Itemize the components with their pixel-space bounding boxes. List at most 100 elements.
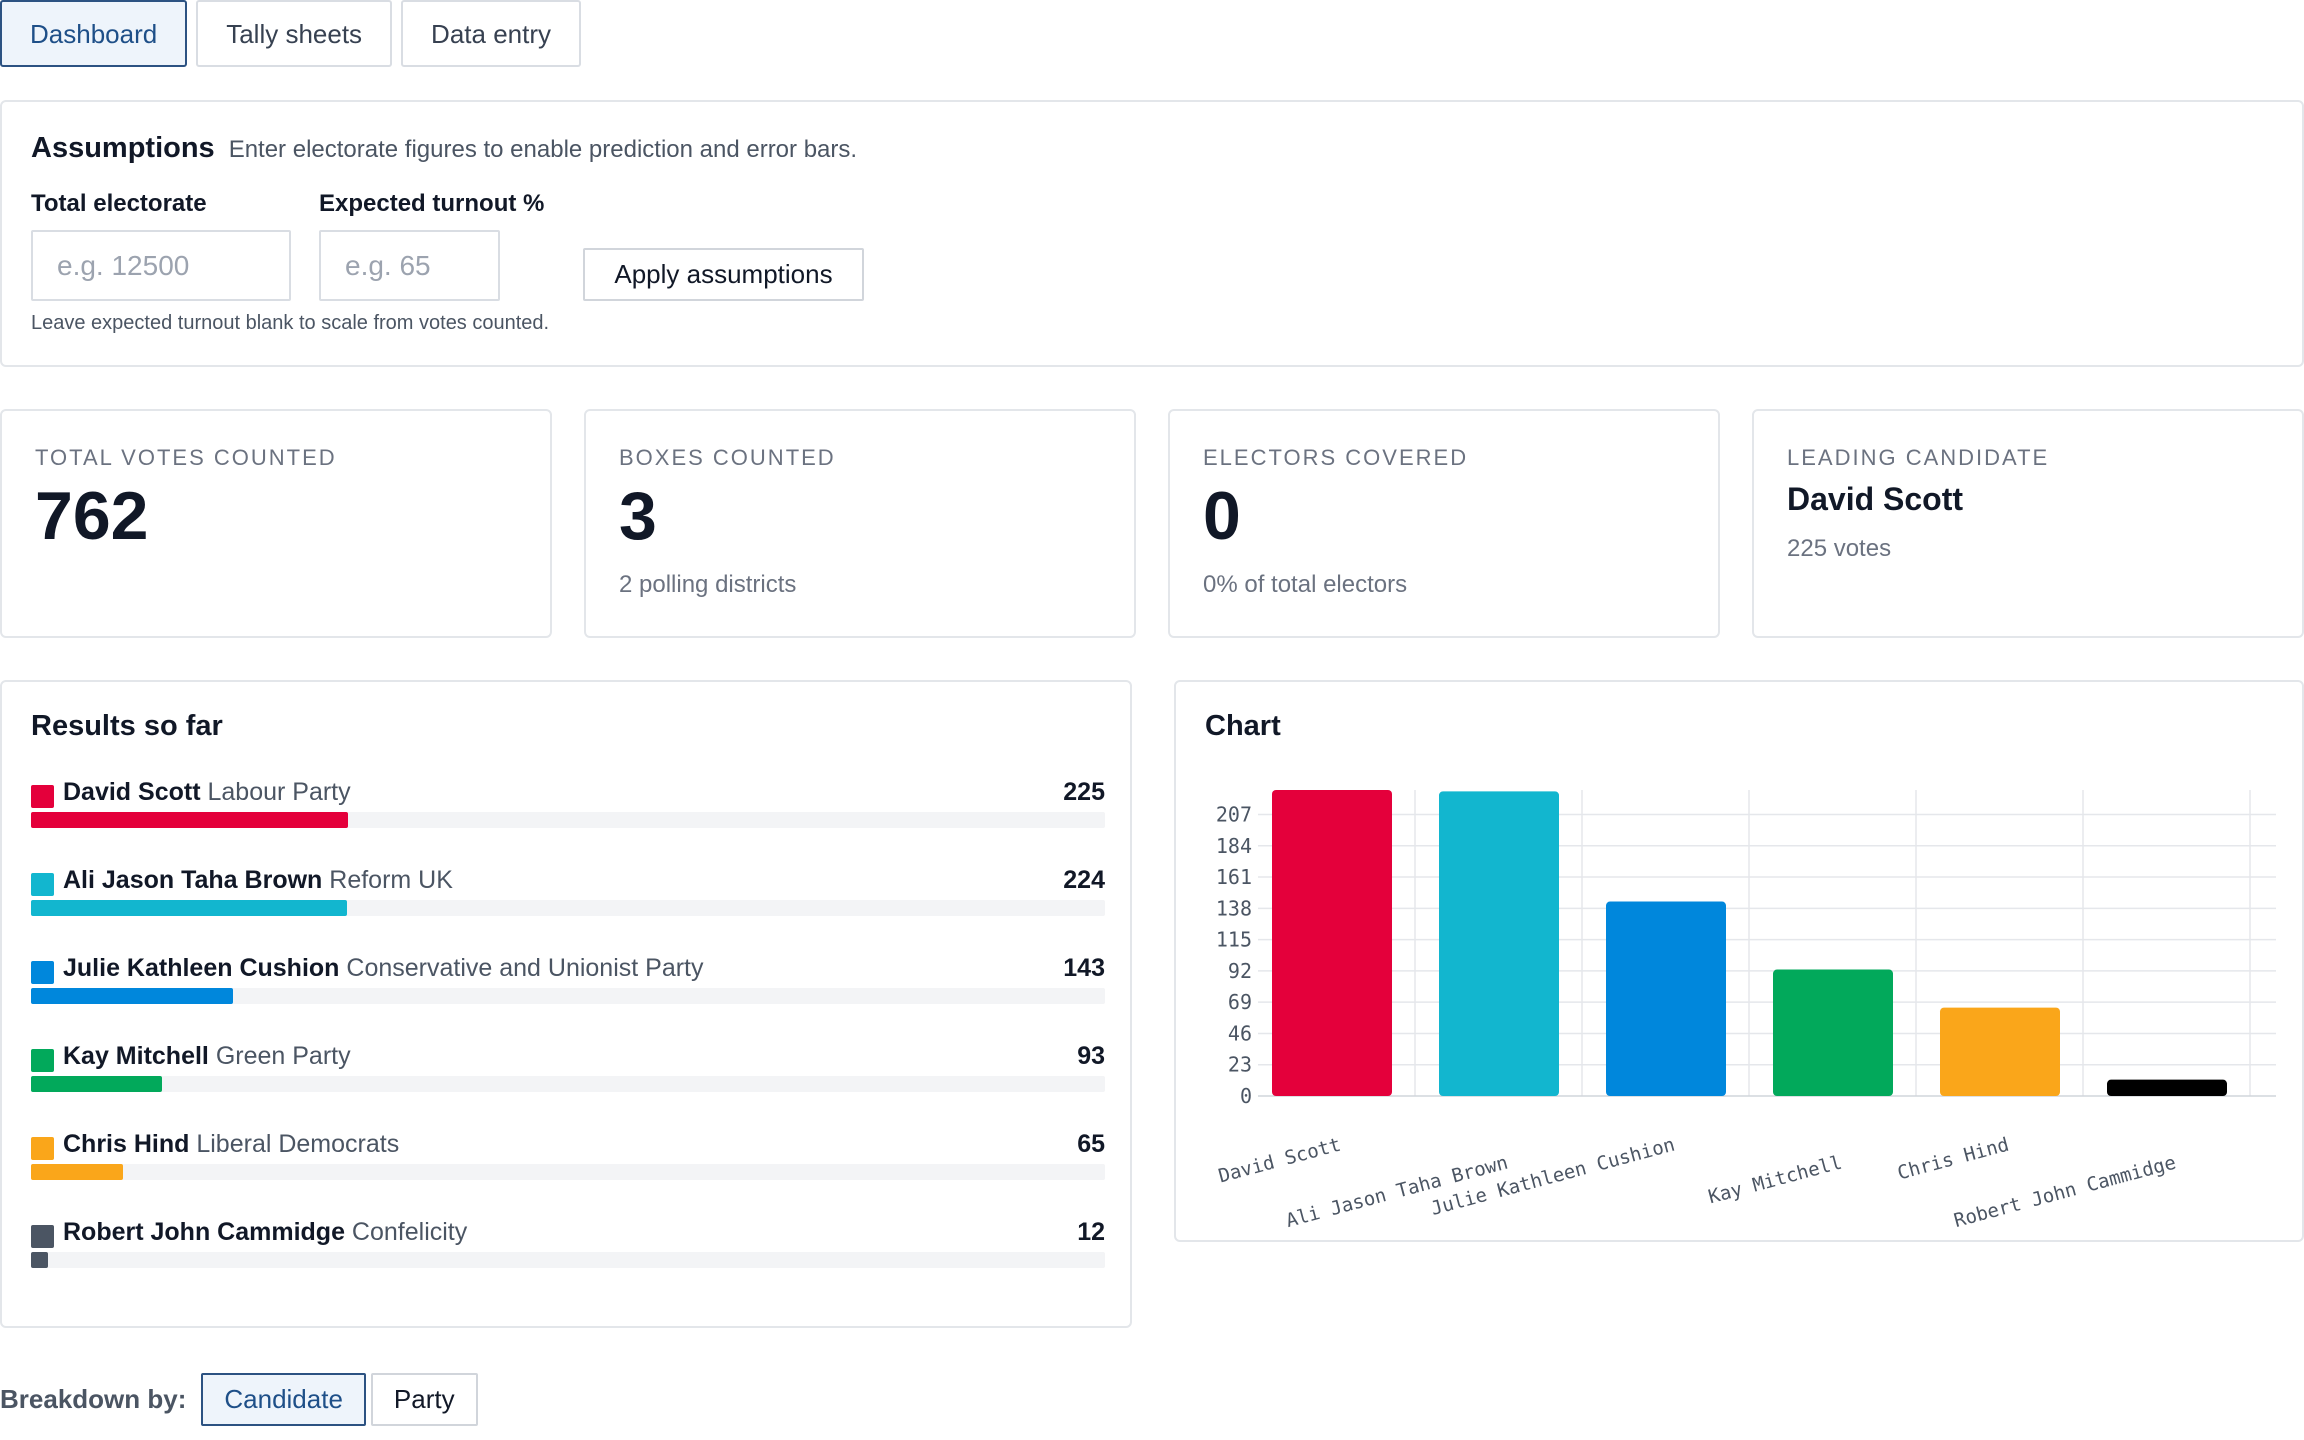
breakdown-toggle: Breakdown by: Candidate Party [0, 1373, 478, 1426]
candidate-name: Robert John Cammidge Confelicity [63, 1218, 468, 1246]
vote-share-bar [31, 900, 347, 916]
vote-share-track [31, 900, 1105, 916]
y-tick-label: 207 [1216, 802, 1252, 826]
result-row: Robert John Cammidge Confelicity 12 [31, 1218, 1105, 1278]
stat-value: 762 [35, 478, 149, 554]
party-name: Reform UK [322, 866, 453, 894]
apply-assumptions-button[interactable]: Apply assumptions [583, 248, 864, 301]
results-title: Results so far [31, 710, 223, 742]
vote-share-bar [31, 1252, 48, 1268]
stat-label: Boxes counted [619, 445, 836, 470]
electorate-label: Total electorate [31, 190, 207, 217]
electorate-input[interactable] [31, 230, 291, 301]
stat-label: Electors covered [1203, 445, 1469, 470]
candidate-votes: 65 [1077, 1130, 1105, 1158]
turnout-input[interactable] [319, 230, 500, 301]
vote-share-track [31, 1164, 1105, 1180]
bar-4 [1773, 969, 1893, 1096]
y-tick-label: 46 [1228, 1021, 1252, 1045]
assumptions-title: Assumptions [31, 132, 215, 164]
stat-label: Total votes counted [35, 445, 337, 470]
x-tick-label: Robert John Cammidge [1952, 1152, 2179, 1232]
y-tick-label: 23 [1228, 1053, 1252, 1077]
assumptions-panel: Assumptions Enter electorate figures to … [0, 100, 2304, 367]
stat-card-boxes: Boxes counted 3 2 polling districts [584, 409, 1136, 638]
candidate-votes: 93 [1077, 1042, 1105, 1070]
breakdown-label: Breakdown by: [0, 1384, 187, 1414]
party-color-swatch [31, 1225, 54, 1248]
stat-subtext: 2 polling districts [619, 571, 797, 598]
result-row: Ali Jason Taha Brown Reform UK 224 [31, 866, 1105, 926]
chart-panel: Chart 0 23 46 69 92 115 138 161 184 207 David Scot… [1174, 680, 2304, 1242]
candidate-name: Chris Hind Liberal Democrats [63, 1130, 400, 1158]
stat-subtext: 0% of total electors [1203, 571, 1408, 598]
party-name: Labour Party [200, 778, 351, 806]
y-tick-label: 0 [1240, 1084, 1252, 1108]
candidate-name: David Scott Labour Party [63, 778, 351, 806]
breakdown-candidate-button[interactable]: Candidate [201, 1373, 366, 1426]
result-row: Chris Hind Liberal Democrats 65 [31, 1130, 1105, 1190]
x-tick-label: Kay Mitchell [1706, 1152, 1844, 1209]
y-tick-label: 138 [1216, 896, 1252, 920]
candidate-votes: 12 [1077, 1218, 1105, 1246]
turnout-hint: Leave expected turnout blank to scale fr… [31, 312, 550, 334]
candidate-name: Ali Jason Taha Brown Reform UK [63, 866, 453, 894]
party-name: Conservative and Unionist Party [339, 954, 704, 982]
bar-2 [1439, 791, 1559, 1096]
vote-share-track [31, 812, 1105, 828]
tab-bar: Dashboard Tally sheets Data entry [0, 0, 581, 67]
tab-data-entry[interactable]: Data entry [401, 0, 581, 67]
bar-6 [2107, 1079, 2227, 1096]
vote-share-bar [31, 988, 233, 1004]
tab-tally-sheets[interactable]: Tally sheets [196, 0, 393, 67]
bar-5 [1940, 1007, 2060, 1096]
party-color-swatch [31, 961, 54, 984]
candidate-name: Julie Kathleen Cushion Conservative and … [63, 954, 704, 982]
tab-dashboard[interactable]: Dashboard [0, 0, 188, 67]
stat-label: Leading candidate [1787, 445, 2050, 470]
results-panel: Results so far David Scott Labour Party 2… [0, 680, 1132, 1328]
stat-card-total-votes: Total votes counted 762 [0, 409, 552, 638]
result-row: David Scott Labour Party 225 [31, 778, 1105, 838]
party-color-swatch [31, 785, 54, 808]
bar-1 [1272, 790, 1392, 1096]
party-name: Green Party [208, 1042, 351, 1070]
y-tick-label: 92 [1228, 959, 1252, 983]
stat-card-electors: Electors covered 0 0% of total electors [1168, 409, 1720, 638]
vote-share-bar [31, 1164, 123, 1180]
party-name: Confelicity [344, 1218, 468, 1246]
leading-candidate-name: David Scott [1787, 481, 1964, 517]
party-color-swatch [31, 873, 54, 896]
y-tick-label: 115 [1216, 928, 1252, 952]
vote-share-track [31, 1076, 1105, 1092]
result-row: Kay Mitchell Green Party 93 [31, 1042, 1105, 1102]
vote-share-track [31, 1252, 1105, 1268]
party-color-swatch [31, 1137, 54, 1160]
x-tick-label: Chris Hind [1895, 1134, 2011, 1185]
breakdown-party-button[interactable]: Party [370, 1373, 478, 1426]
y-tick-label: 69 [1228, 990, 1252, 1014]
vote-share-track [31, 988, 1105, 1004]
party-name: Liberal Democrats [189, 1130, 400, 1158]
result-row: Julie Kathleen Cushion Conservative and … [31, 954, 1105, 1014]
candidate-votes: 224 [1063, 866, 1105, 894]
stat-value: 0 [1203, 478, 1241, 554]
party-color-swatch [31, 1049, 54, 1072]
candidate-name: Kay Mitchell Green Party [63, 1042, 351, 1070]
stat-card-leader: Leading candidate David Scott 225 votes [1752, 409, 2304, 638]
assumptions-description: Enter electorate figures to enable predi… [228, 136, 858, 163]
candidate-votes: 143 [1063, 954, 1105, 982]
y-tick-label: 161 [1216, 865, 1252, 889]
bar-3 [1606, 901, 1726, 1096]
candidate-votes: 225 [1063, 778, 1105, 806]
stat-value: 3 [619, 478, 657, 554]
chart-title: Chart [1205, 710, 1281, 742]
vote-share-bar [31, 1076, 163, 1092]
turnout-label: Expected turnout % [319, 190, 545, 217]
x-tick-label: David Scott [1216, 1134, 1343, 1188]
vote-share-bar [31, 812, 349, 828]
leading-candidate-votes: 225 votes [1787, 535, 1892, 562]
assumptions-heading: Assumptions Enter electorate figures to … [31, 132, 857, 165]
